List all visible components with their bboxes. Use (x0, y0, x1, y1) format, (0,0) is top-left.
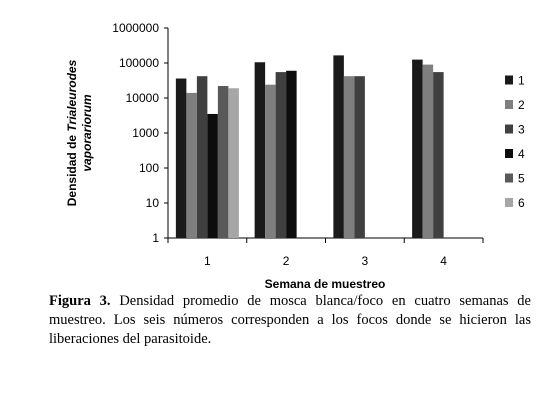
svg-text:Densidad de Trialeurodes: Densidad de Trialeurodes (65, 59, 79, 206)
x-axis-ticks: 1 2 3 4 (167, 238, 484, 268)
caption-text: Densidad promedio de mosca blanca/foco e… (49, 293, 531, 347)
legend-label: 3 (518, 123, 525, 137)
bar (333, 55, 344, 238)
bar (207, 113, 218, 238)
bar (286, 70, 297, 238)
legend-swatch (505, 124, 513, 134)
x-tick-label: 1 (204, 254, 211, 268)
y-tick-label: 1000000 (112, 21, 159, 35)
legend-swatch (505, 173, 513, 183)
y-tick-label: 100 (139, 161, 159, 175)
legend-swatch (505, 100, 513, 109)
bars (175, 55, 444, 239)
bar (343, 76, 355, 238)
y-tick-label: 1 (152, 231, 159, 245)
bar (228, 88, 239, 238)
bar (175, 78, 187, 238)
bar (265, 84, 276, 239)
caption-label: Figura 3. (49, 293, 111, 309)
y-tick-label: 1000 (132, 126, 159, 140)
y-axis-title-species-genus: Trialeurodes (65, 59, 79, 131)
bar (275, 72, 287, 238)
legend-label: 4 (518, 147, 525, 161)
legend-swatch (505, 149, 513, 158)
y-axis-title-prefix: Densidad de (65, 132, 79, 207)
bar-chart: 1 10 100 1000 10000 100000 1000000 1 2 3 4 Semana… (65, 21, 525, 290)
legend-swatch (505, 75, 513, 85)
x-tick-label: 4 (440, 254, 447, 268)
figure-caption: Figura 3. Densidad promedio de mosca bla… (49, 292, 531, 349)
bar (254, 62, 266, 238)
legend-label: 6 (518, 196, 525, 210)
legend-swatch (505, 198, 513, 207)
legend-label: 5 (518, 172, 525, 186)
bar (354, 76, 365, 238)
y-tick-label: 10 (146, 196, 160, 210)
x-tick-label: 3 (362, 254, 369, 268)
bar (433, 72, 444, 238)
legend-label: 1 (518, 74, 525, 88)
x-tick-label: 2 (283, 254, 290, 268)
bar (186, 92, 197, 238)
x-axis-title: Semana de muestreo (265, 277, 386, 290)
legend-label: 2 (518, 98, 525, 112)
y-axis-ticks: 1 10 100 1000 10000 100000 1000000 (112, 21, 168, 245)
bar (217, 86, 229, 239)
y-tick-label: 100000 (119, 56, 159, 70)
y-axis-title: Densidad de Trialeurodes vaporariorum (65, 59, 94, 206)
bar (422, 64, 434, 239)
bar (196, 76, 208, 238)
y-tick-label: 10000 (126, 91, 160, 105)
legend: 1 2 3 4 5 6 (505, 74, 525, 210)
y-axis-title-species-epithet: vaporariorum (80, 94, 94, 172)
bar (412, 59, 423, 238)
